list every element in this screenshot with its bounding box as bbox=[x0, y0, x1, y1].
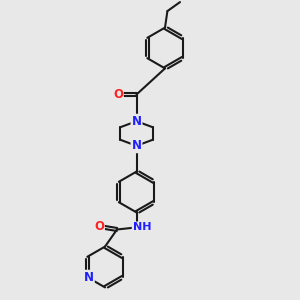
Text: N: N bbox=[131, 139, 142, 152]
Text: NH: NH bbox=[133, 222, 151, 233]
Text: O: O bbox=[94, 220, 104, 233]
Text: N: N bbox=[131, 115, 142, 128]
Text: N: N bbox=[84, 271, 94, 284]
Text: O: O bbox=[113, 88, 123, 101]
